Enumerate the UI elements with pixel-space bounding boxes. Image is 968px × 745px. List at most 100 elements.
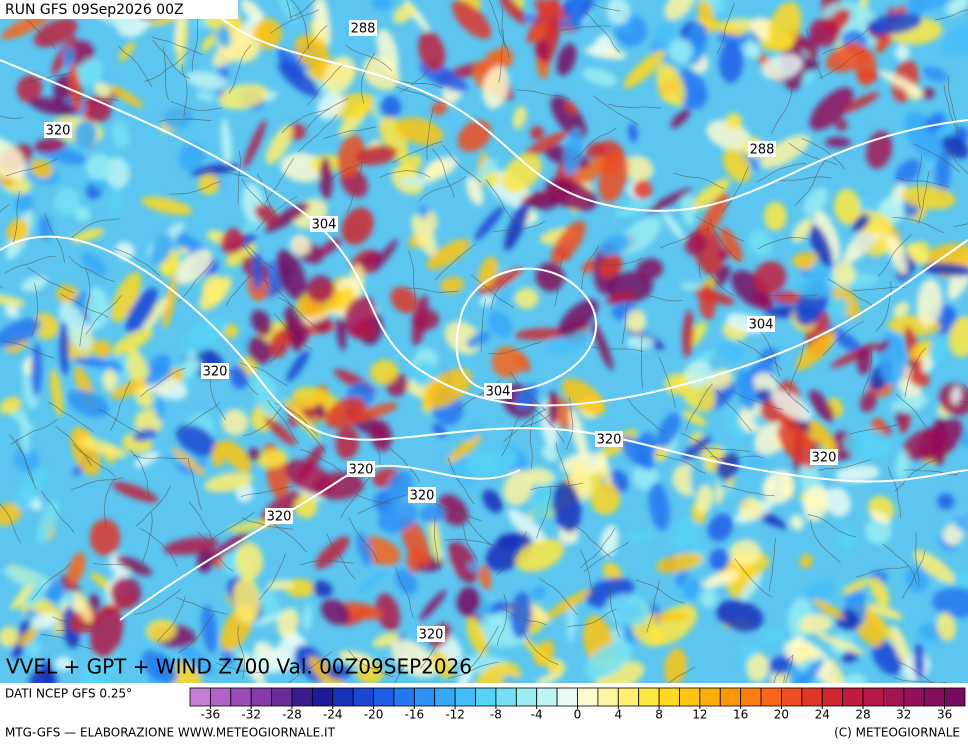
field-patch: [20, 275, 48, 292]
field-patch: [479, 295, 494, 306]
colorbar-swatch: [821, 687, 844, 707]
field-patch: [600, 525, 619, 557]
contour-label-box: [347, 461, 375, 477]
field-patch: [879, 70, 924, 95]
streamline: [709, 217, 741, 262]
streamline: [784, 655, 794, 683]
streamline: [399, 55, 439, 93]
streamline: [294, 25, 328, 69]
colorbar-swatch: [454, 687, 476, 707]
field-patch: [13, 447, 40, 472]
field-patch: [792, 657, 824, 683]
field-patch: [125, 287, 158, 333]
streamline: [241, 179, 277, 221]
field-patch: [832, 261, 856, 286]
streamline: [297, 114, 338, 153]
field-patch: [78, 647, 120, 683]
colorbar-tick-label: 8: [655, 708, 663, 722]
field-patch: [440, 276, 465, 294]
colorbar-tick-label: -8: [490, 708, 502, 722]
field-patch: [466, 176, 484, 206]
field-patch: [824, 487, 851, 517]
streamline: [516, 89, 570, 100]
streamline: [659, 227, 711, 249]
colorbar-swatch: [577, 687, 599, 707]
field-patch: [890, 394, 929, 412]
field-patch: [115, 241, 135, 260]
field-patch: [852, 214, 870, 233]
colorbar-swatch: [638, 687, 660, 707]
field-patch: [561, 378, 606, 416]
field-patch: [252, 371, 280, 417]
contour-label-box: [747, 316, 775, 332]
streamline: [0, 503, 22, 544]
colorbar-swatch: [556, 687, 578, 707]
field-patch: [515, 538, 565, 572]
field-patch: [628, 122, 638, 143]
streamline: [72, 443, 116, 477]
streamline: [443, 538, 498, 547]
field-patch: [29, 667, 57, 683]
field-patch: [623, 50, 666, 89]
field-patch: [717, 340, 744, 362]
streamline: [3, 340, 55, 359]
streamline: [459, 511, 479, 562]
field-patch: [680, 281, 702, 291]
field-patch: [38, 215, 53, 241]
field-patch: [112, 328, 153, 355]
colorbar-tick-label: -20: [364, 708, 384, 722]
field-patch: [645, 187, 692, 214]
colorbar-swatch: [311, 687, 334, 707]
colorbar-swatch: [475, 687, 497, 707]
field-patch: [465, 447, 518, 477]
streamline: [163, 46, 169, 101]
streamline: [394, 666, 405, 683]
streamline: [467, 625, 499, 671]
field-patch: [493, 286, 515, 306]
field-patch: [550, 95, 587, 140]
field-patch: [233, 576, 261, 624]
field-patch: [504, 199, 530, 251]
colorbar-tick-label: -16: [405, 708, 425, 722]
contour-label-box: [417, 626, 445, 642]
colorbar-swatch: [515, 687, 538, 707]
streamline: [242, 244, 271, 291]
contour-labels: 288 320 304 288 320 304 304 320 320 320 320 320 320: [44, 20, 838, 643]
streamline: [943, 84, 960, 137]
streamline: [579, 527, 616, 569]
field-patch: [201, 34, 217, 52]
field-patch: [954, 512, 968, 531]
streamline: [882, 543, 918, 584]
streamline: [140, 528, 178, 567]
field-patch: [619, 216, 662, 255]
field-patch: [29, 97, 77, 116]
streamline: [569, 522, 612, 558]
field-patch: [250, 309, 272, 337]
field-patch: [86, 287, 110, 329]
streamline: [255, 196, 298, 232]
streamline: [579, 549, 597, 601]
field-patch: [916, 278, 943, 327]
field-patch: [359, 251, 381, 268]
field-patch: [895, 450, 910, 480]
field-patch: [869, 510, 892, 525]
field-patch: [556, 43, 577, 76]
streamline: [26, 267, 75, 294]
field-patch: [313, 0, 323, 39]
field-patch: [80, 438, 128, 458]
streamline: [52, 616, 105, 629]
field-patch: [102, 369, 117, 393]
field-patch: [899, 412, 911, 434]
streamline: [240, 486, 294, 497]
streamline: [228, 44, 252, 94]
field-patch: [225, 241, 257, 267]
field-patch: [910, 339, 933, 361]
field-patch: [514, 328, 570, 340]
colorbar-tick-label: 36: [937, 708, 952, 722]
field-patch: [73, 120, 98, 148]
field-patch: [764, 201, 787, 231]
field-patch: [371, 239, 398, 273]
contour-label: 320: [349, 463, 374, 478]
field-patch: [277, 608, 299, 637]
field-patch: [243, 119, 267, 169]
